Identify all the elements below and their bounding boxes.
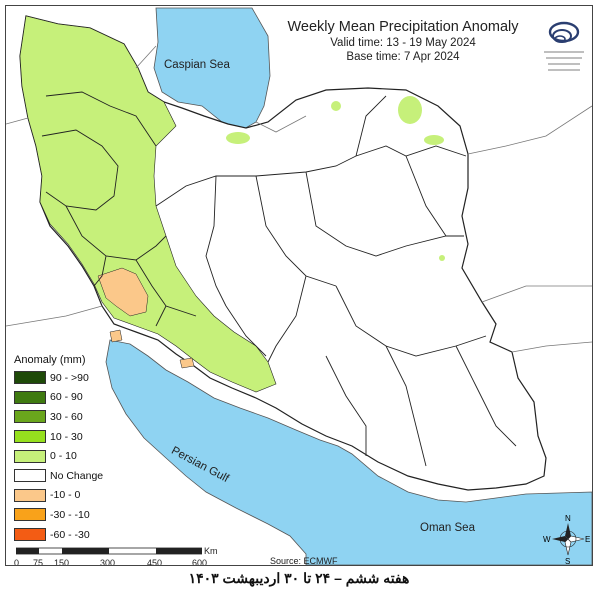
- compass-e-label: E: [585, 535, 590, 544]
- legend-label: 0 - 10: [50, 450, 77, 463]
- caspian-sea-label: Caspian Sea: [164, 59, 230, 71]
- legend-item: 90 - >90: [14, 368, 132, 388]
- legend-swatch: [14, 390, 46, 404]
- map-canvas: N S E W: [6, 7, 592, 565]
- legend-item: 0 - 10: [14, 446, 132, 466]
- legend-title: Anomaly (mm): [14, 354, 86, 366]
- anomaly-patch: [331, 101, 341, 111]
- title-block: Weekly Mean Precipitation Anomaly Valid …: [268, 18, 538, 64]
- scale-tick-label: 450: [147, 558, 163, 566]
- compass-rose-icon: N S E W: [543, 514, 590, 565]
- legend-label: No Change: [50, 469, 104, 482]
- map-frame: N S E W Caspian Sea Persian Gulf Oman Se…: [5, 5, 593, 566]
- source-label: Source: ECMWF: [270, 556, 338, 566]
- legend-item: -60 - -30: [14, 525, 132, 545]
- legend-item: 30 - 60: [14, 407, 132, 427]
- legend-item: -30 - -10: [14, 505, 132, 525]
- anomaly-area-west: [19, 15, 277, 393]
- legend-label: 10 - 30: [50, 430, 83, 443]
- persian-caption: هفته ششم – ۲۴ تا ۳۰ اردیبهشت ۱۴۰۳: [188, 570, 410, 586]
- base-time: Base time: 7 Apr 2024: [346, 51, 460, 63]
- anomaly-patch: [424, 135, 444, 145]
- anomaly-patch: [439, 255, 445, 261]
- legend-swatch: [14, 371, 46, 385]
- scale-bar: 0 75 150 300 450 600 Km: [14, 546, 218, 565]
- legend-swatch: [14, 430, 46, 444]
- legend-swatch: [14, 508, 46, 522]
- valid-time: Valid time: 13 - 19 May 2024: [330, 37, 476, 49]
- negative-anomaly-spot: [109, 329, 123, 343]
- legend-label: -10 - 0: [50, 489, 81, 502]
- legend-item: 10 - 30: [14, 427, 132, 447]
- legend-label: 90 - >90: [50, 371, 89, 384]
- legend-item: -10 - 0: [14, 486, 132, 506]
- organization-logo-icon: [544, 21, 584, 71]
- map-title: Weekly Mean Precipitation Anomaly: [287, 19, 519, 35]
- legend-swatch: [14, 528, 46, 542]
- legend-items: 90 - >90 60 - 90 30 - 60 10 - 30 0 - 10 No Ch…: [14, 368, 132, 544]
- legend-label: -60 - -30: [50, 528, 90, 541]
- scale-tick-label: 300: [100, 558, 116, 566]
- legend-label: 30 - 60: [50, 410, 83, 423]
- legend-swatch: [14, 410, 46, 424]
- compass-s-label: S: [565, 557, 570, 565]
- anomaly-patch: [398, 96, 422, 124]
- scale-tick-label: 150: [54, 558, 70, 566]
- oman-sea-label: Oman Sea: [420, 522, 475, 534]
- legend-swatch: [14, 449, 46, 463]
- legend-item: No Change: [14, 466, 132, 486]
- scale-bar-graphic: [16, 547, 202, 555]
- negative-anomaly-area: [97, 267, 149, 317]
- neighbor-borders: [6, 45, 592, 353]
- scale-tick-label: 0: [14, 558, 20, 566]
- scale-tick-label: 600: [192, 558, 208, 566]
- legend-swatch: [14, 488, 46, 502]
- legend-swatch: [14, 469, 46, 483]
- legend-label: 60 - 90: [50, 391, 83, 404]
- scale-tick-label: 75: [33, 558, 44, 566]
- anomaly-patch: [226, 132, 250, 144]
- compass-w-label: W: [543, 535, 551, 544]
- negative-anomaly-spot-south: [179, 357, 195, 369]
- legend: Anomaly (mm) 90 - >90 60 - 90 30 - 60 10 - …: [14, 354, 132, 544]
- legend-item: 60 - 90: [14, 388, 132, 408]
- gulf-sea-shape: [105, 339, 592, 565]
- scale-labels: 0 75 150 300 450 600: [14, 558, 216, 566]
- scale-unit: Km: [204, 546, 218, 556]
- legend-label: -30 - -10: [50, 508, 90, 521]
- compass-n-label: N: [565, 514, 571, 523]
- province-borders: [41, 91, 517, 467]
